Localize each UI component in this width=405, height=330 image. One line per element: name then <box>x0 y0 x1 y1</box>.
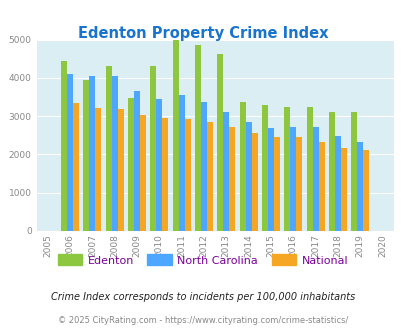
Bar <box>296 137 302 231</box>
Bar <box>217 54 223 231</box>
Bar <box>207 122 213 231</box>
Bar <box>245 122 251 231</box>
Bar <box>306 107 312 231</box>
Bar <box>89 76 95 231</box>
Bar <box>61 61 67 231</box>
Bar <box>173 40 178 231</box>
Bar <box>334 136 340 231</box>
Bar <box>251 133 257 231</box>
Text: Edenton Property Crime Index: Edenton Property Crime Index <box>78 26 327 41</box>
Bar <box>178 95 184 231</box>
Bar <box>351 112 356 231</box>
Bar <box>156 99 162 231</box>
Bar <box>150 66 156 231</box>
Bar <box>239 102 245 231</box>
Bar <box>273 137 279 231</box>
Bar <box>106 66 111 231</box>
Bar <box>267 128 273 231</box>
Bar <box>284 107 290 231</box>
Text: © 2025 CityRating.com - https://www.cityrating.com/crime-statistics/: © 2025 CityRating.com - https://www.city… <box>58 316 347 325</box>
Bar <box>184 119 190 231</box>
Bar <box>195 45 200 231</box>
Bar <box>111 76 117 231</box>
Legend: Edenton, North Carolina, National: Edenton, North Carolina, National <box>53 250 352 270</box>
Bar <box>134 91 140 231</box>
Bar <box>312 127 318 231</box>
Bar <box>73 103 79 231</box>
Bar <box>362 150 369 231</box>
Bar <box>83 80 89 231</box>
Bar <box>117 109 123 231</box>
Bar <box>356 142 362 231</box>
Text: Crime Index corresponds to incidents per 100,000 inhabitants: Crime Index corresponds to incidents per… <box>51 292 354 302</box>
Bar <box>140 115 146 231</box>
Bar <box>290 127 296 231</box>
Bar <box>95 108 101 231</box>
Bar <box>229 127 235 231</box>
Bar <box>328 112 334 231</box>
Bar <box>67 74 73 231</box>
Bar <box>200 102 207 231</box>
Bar <box>162 118 168 231</box>
Bar <box>318 142 324 231</box>
Bar <box>340 148 346 231</box>
Bar <box>262 105 267 231</box>
Bar <box>223 112 229 231</box>
Bar <box>128 98 134 231</box>
